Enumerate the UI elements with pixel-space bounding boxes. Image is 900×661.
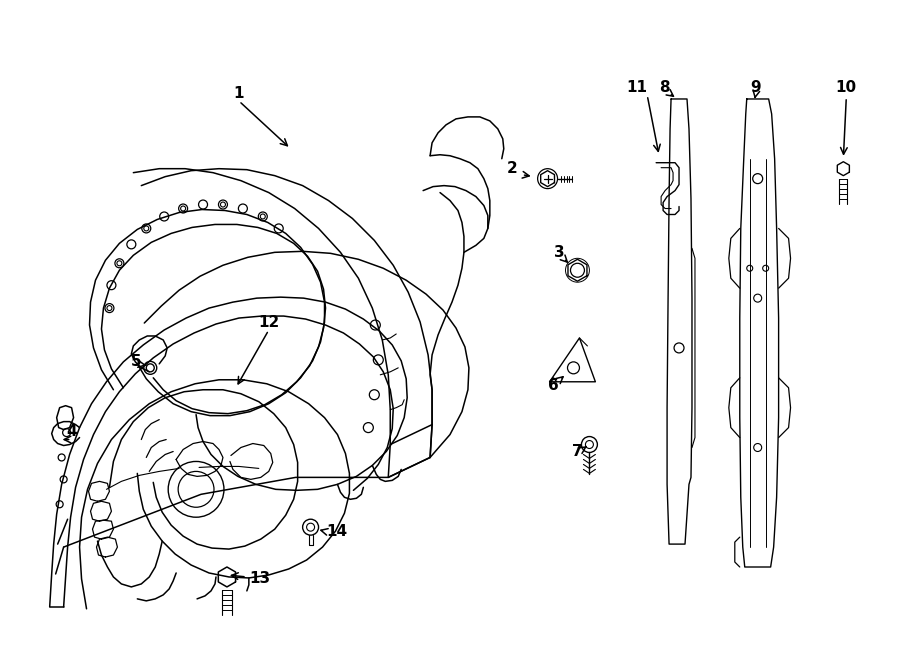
Text: 7: 7	[572, 444, 583, 459]
Text: 12: 12	[258, 315, 279, 330]
Text: 13: 13	[248, 572, 270, 586]
Text: 8: 8	[659, 79, 670, 95]
Text: 14: 14	[327, 524, 347, 539]
Text: 6: 6	[548, 378, 559, 393]
Text: 5: 5	[131, 354, 141, 369]
Text: 10: 10	[836, 79, 857, 95]
Text: 2: 2	[507, 161, 517, 176]
Text: 4: 4	[67, 424, 76, 439]
Text: 11: 11	[626, 79, 648, 95]
Text: 9: 9	[751, 79, 761, 95]
Text: 1: 1	[234, 85, 244, 100]
Text: 3: 3	[554, 245, 565, 260]
